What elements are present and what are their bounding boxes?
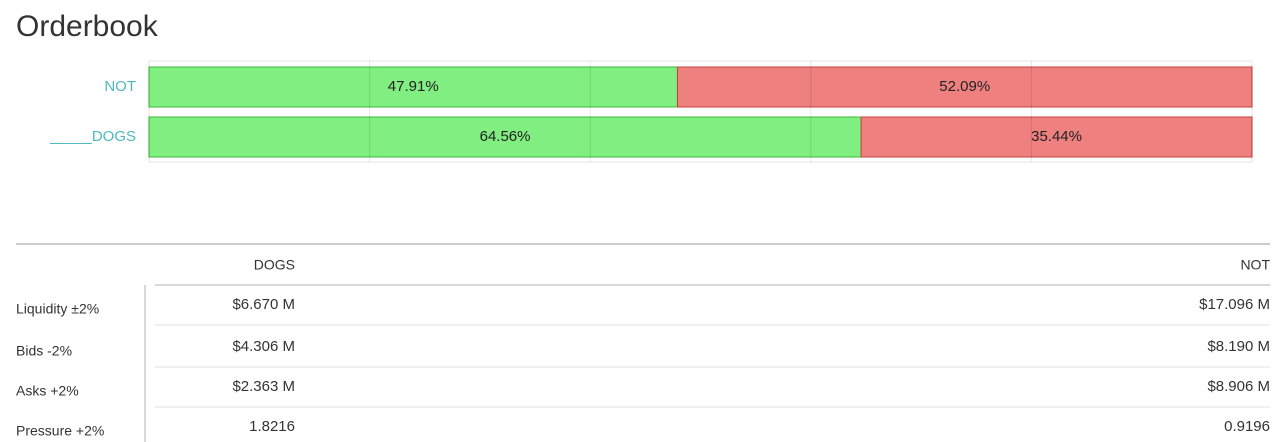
value-label: 35.44%: [1031, 128, 1082, 145]
table-cell: $2.363 M: [232, 378, 295, 395]
table-cell: $8.190 M: [1207, 338, 1270, 355]
table-cell: 0.9196: [1224, 418, 1270, 435]
bar-segment: [148, 66, 678, 108]
value-label: 52.09%: [939, 78, 990, 95]
table-cell: 1.8216: [249, 418, 295, 435]
category-label: _____DOGS: [49, 128, 136, 145]
table-cell: $4.306 M: [232, 338, 295, 355]
row-label: Asks +2%: [16, 383, 79, 399]
table-cell: $8.906 M: [1207, 378, 1270, 395]
panel-title: Orderbook: [16, 10, 159, 43]
bar-segment: [860, 116, 1253, 158]
value-label: 64.56%: [480, 128, 531, 145]
table-cell: $6.670 M: [232, 296, 295, 313]
row-label: Pressure +2%: [16, 423, 104, 439]
row-label: Bids -2%: [16, 343, 72, 359]
category-label: NOT: [104, 78, 136, 95]
column-header: NOT: [1240, 257, 1270, 273]
column-header: DOGS: [254, 257, 295, 273]
row-label: Liquidity ±2%: [16, 301, 99, 317]
bar-segment: [676, 66, 1253, 108]
table-cell: $17.096 M: [1199, 296, 1270, 313]
value-label: 47.91%: [388, 78, 439, 95]
bar-segment: [148, 116, 862, 158]
